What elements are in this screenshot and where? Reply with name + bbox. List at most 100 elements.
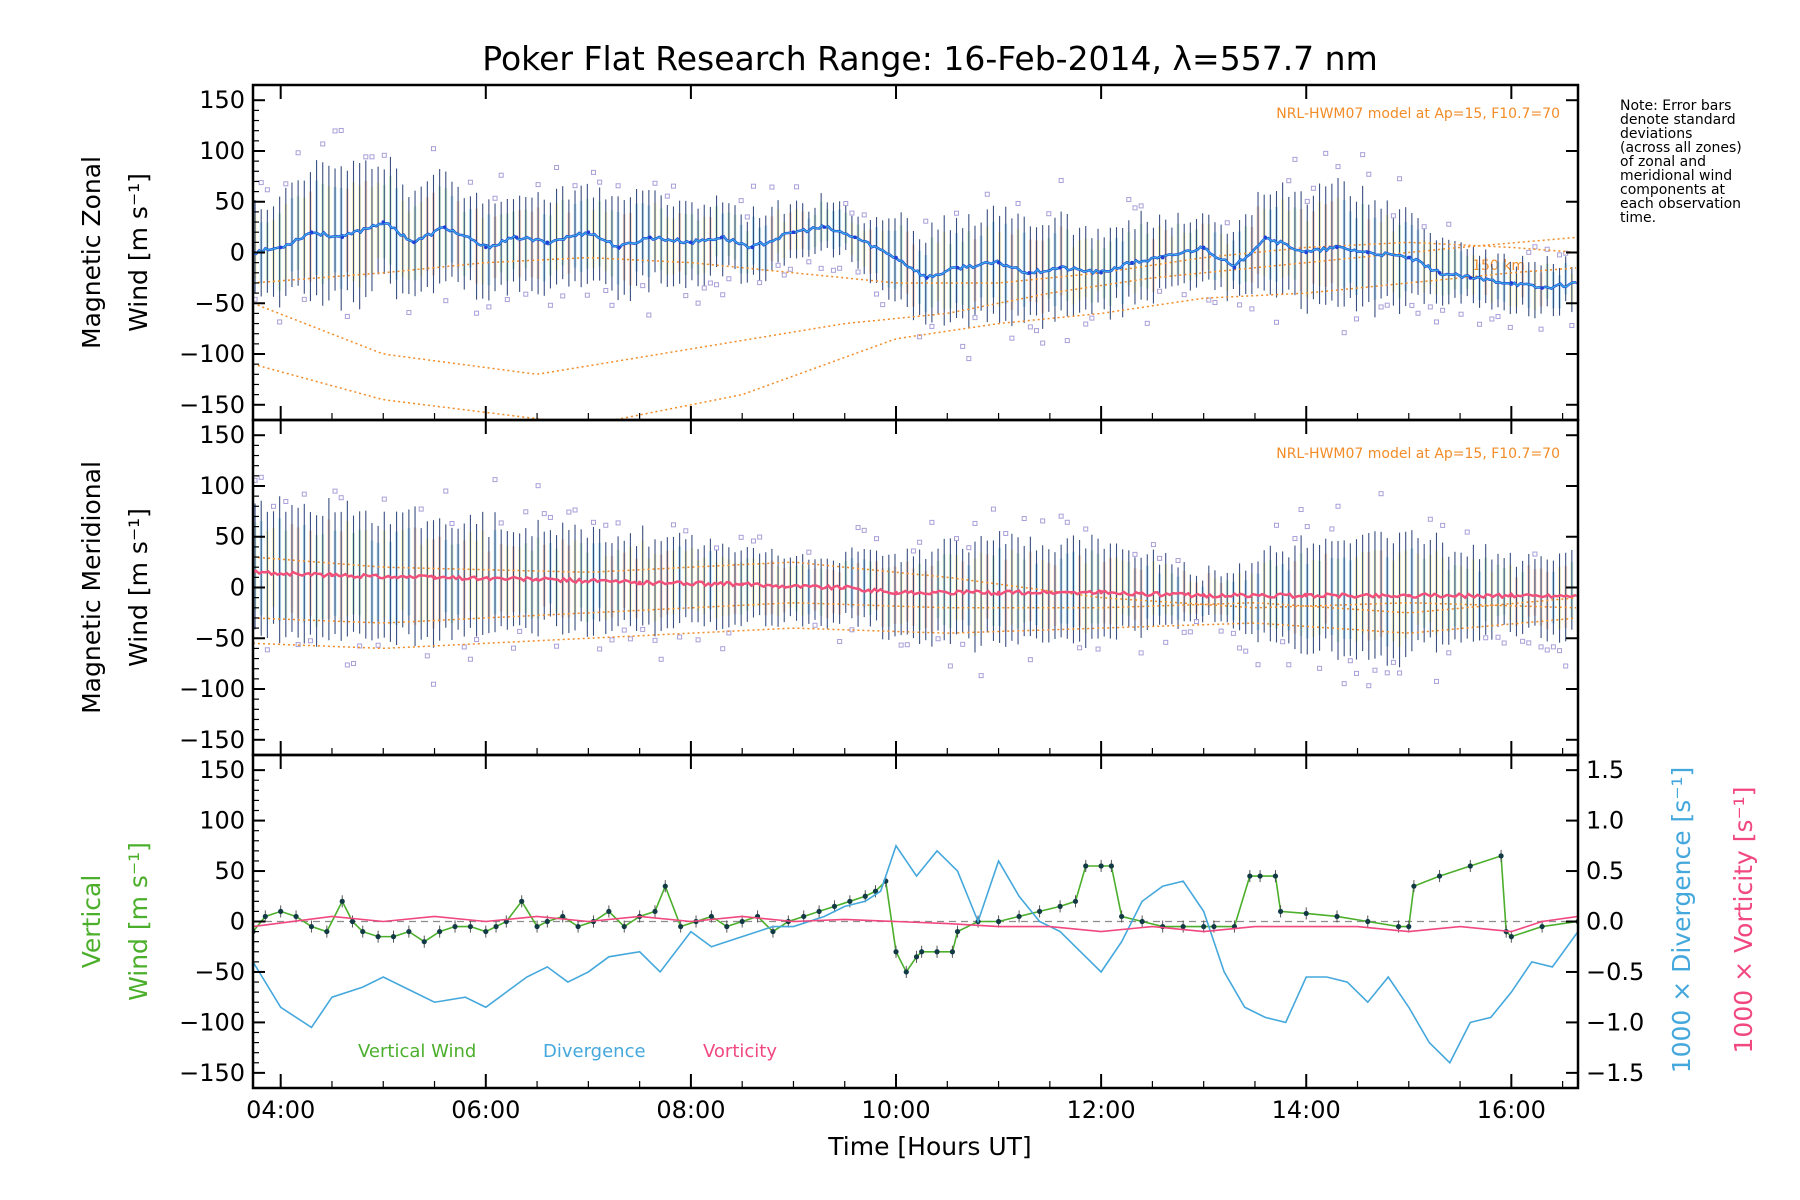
mean-wind-point — [1509, 281, 1514, 285]
outlier-point — [794, 184, 800, 190]
vertical-wind-point — [903, 969, 909, 975]
mean-wind-point — [822, 225, 827, 229]
outlier-point — [1187, 629, 1193, 635]
outlier-point — [1157, 555, 1163, 561]
outlier-point — [1372, 667, 1378, 673]
outlier-point — [510, 645, 516, 651]
outlier-point — [874, 291, 880, 297]
vertical-wind-point — [360, 928, 366, 935]
mean-wind-point — [278, 245, 283, 250]
mean-wind-point — [1201, 593, 1206, 598]
right-tick-label: −1.5 — [1586, 1059, 1644, 1087]
outlier-point — [750, 183, 756, 189]
mean-wind-point — [1263, 235, 1268, 240]
legend-divergence: Divergence — [543, 1041, 646, 1062]
outlier-point — [990, 506, 996, 512]
outlier-point — [1464, 529, 1470, 535]
outlier-point — [670, 522, 676, 528]
y-tick-label: 100 — [199, 472, 245, 500]
outlier-point — [603, 522, 609, 528]
mean-wind-point — [617, 245, 621, 250]
outlier-point — [1390, 659, 1396, 665]
outlier-point — [947, 663, 953, 669]
right-tick-label: −1.0 — [1586, 1008, 1644, 1036]
outlier-point — [1255, 662, 1261, 668]
mean-wind-point — [924, 276, 929, 280]
outlier-point — [781, 272, 787, 278]
outlier-point — [1341, 681, 1347, 687]
plot-area — [253, 844, 1578, 1065]
outlier-point — [1544, 647, 1550, 653]
mean-wind-point — [442, 225, 447, 229]
outlier-point — [787, 266, 793, 272]
outlier-point — [1335, 503, 1341, 509]
outlier-point — [714, 545, 720, 551]
outlier-point — [1563, 663, 1569, 669]
outlier-point — [1507, 324, 1513, 330]
outlier-point — [1089, 315, 1095, 321]
y-tick-label: −50 — [194, 289, 245, 317]
mean-wind-point — [750, 245, 755, 250]
outlier-point — [1317, 665, 1323, 671]
vertical-wind-point — [1334, 913, 1340, 920]
outlier-point — [1557, 648, 1563, 654]
outlier-point — [1212, 299, 1218, 305]
outlier-point — [861, 212, 867, 218]
outlier-point — [554, 643, 560, 649]
outlier-point — [1483, 635, 1489, 641]
note-line: denote standard — [1620, 112, 1736, 128]
outlier-point — [603, 287, 609, 293]
outlier-point — [258, 180, 264, 186]
outlier-point — [597, 646, 603, 652]
mean-wind-point — [514, 235, 519, 240]
outlier-point — [1526, 640, 1532, 646]
legend-vorticity: Vorticity — [703, 1041, 777, 1062]
outlier-point — [443, 298, 449, 304]
outlier-point — [966, 545, 972, 551]
outlier-point — [338, 127, 344, 133]
zonal-wind-panel: −150 −100 −50 0 50 100 150 Magnetic Zonal Wind [… — [77, 83, 1580, 422]
outlier-point — [1440, 307, 1446, 313]
outlier-points — [253, 127, 1575, 362]
outlier-point — [1557, 252, 1563, 258]
vertical-wind-point — [954, 928, 961, 935]
mean-wind-highlight — [253, 222, 1576, 290]
outlier-point — [615, 520, 621, 526]
y-axis-label: Magnetic Zonal — [77, 156, 106, 349]
vertical-wind-point — [739, 918, 745, 925]
vertical-wind-point — [1411, 883, 1417, 889]
vertical-wind-point — [708, 913, 715, 920]
outlier-point — [1298, 507, 1304, 513]
mean-wind-point — [1540, 286, 1544, 290]
outlier-point — [363, 154, 369, 160]
outlier-point — [498, 520, 504, 526]
x-tick-labels: 04:00 06:00 08:00 10:00 12:00 14:00 16:00 — [246, 1096, 1546, 1124]
outlier-point — [584, 292, 590, 298]
mean-wind-point — [1365, 250, 1370, 255]
vertical-wind-point — [1272, 873, 1279, 879]
outlier-point — [609, 637, 615, 643]
vertical-wind-point — [995, 918, 1002, 925]
outlier-point — [1003, 530, 1009, 536]
vertical-wind-point — [862, 893, 868, 899]
outlier-point — [1046, 211, 1052, 217]
outlier-point — [929, 519, 935, 525]
mean-wind-point — [545, 240, 550, 245]
vertical-wind-point — [467, 923, 474, 930]
outlier-point — [744, 214, 750, 220]
vertical-wind-point — [801, 913, 807, 920]
mean-wind-point — [586, 230, 591, 234]
outlier-point — [1446, 650, 1452, 656]
outlier-point — [572, 507, 578, 513]
y-tick-label: −50 — [194, 958, 245, 986]
outlier-point — [1384, 302, 1390, 308]
outlier-point — [960, 641, 966, 647]
outlier-point — [683, 293, 689, 299]
outlier-point — [271, 503, 277, 509]
mean-wind-point — [955, 265, 960, 270]
outlier-point — [1064, 519, 1070, 525]
vertical-wind-point — [1098, 863, 1104, 869]
note-line: each observation — [1620, 196, 1741, 212]
outlier-point — [1532, 551, 1538, 557]
right-tick-label: 0.0 — [1586, 908, 1624, 936]
